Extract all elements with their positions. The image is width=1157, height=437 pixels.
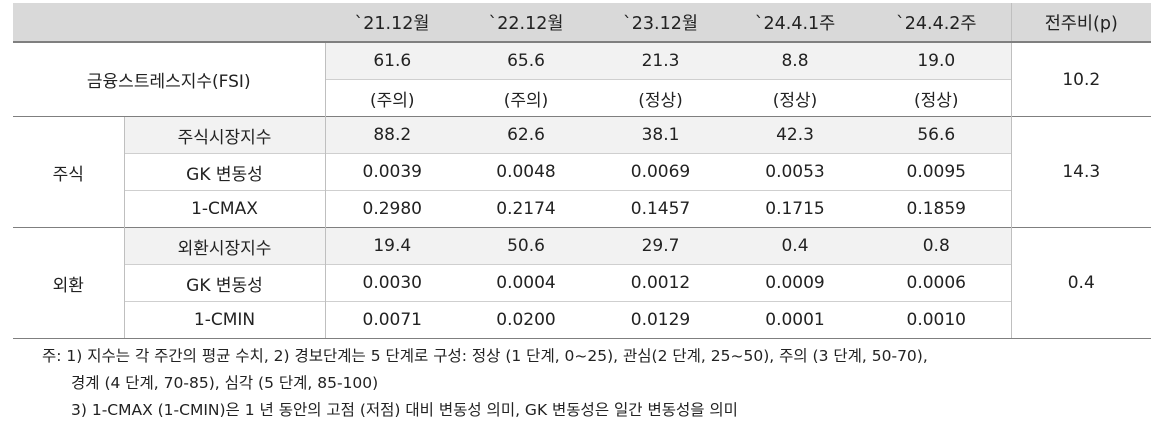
cell: 0.1859 (862, 190, 1011, 228)
cell: 0.0030 (324, 264, 459, 302)
cell: 0.0004 (459, 264, 593, 302)
fsi-status: (주의) (324, 79, 459, 117)
fsi-status: (정상) (862, 79, 1011, 117)
cell: 50.6 (459, 227, 593, 265)
col-header: `24.4.2주 (862, 3, 1011, 43)
col-header: `21.12월 (325, 3, 459, 43)
cell: 0.0001 (728, 301, 862, 339)
cell: 42.3 (728, 116, 862, 154)
cell: 0.8 (862, 227, 1011, 265)
fsi-status: (정상) (593, 79, 728, 117)
col-header: `23.12월 (593, 3, 728, 43)
fsi-status-row: (주의) (주의) (정상) (정상) (정상) (13, 79, 1151, 117)
cell: 0.0012 (593, 264, 728, 302)
cell: 0.0129 (593, 301, 728, 339)
stock-group-label: 주식 (13, 116, 124, 228)
fx-cmin-row: 1-CMIN 0.0071 0.0200 0.0129 0.0001 0.001… (13, 301, 1151, 339)
row-label: GK 변동성 (123, 153, 325, 191)
fsi-value: 21.3 (593, 42, 728, 80)
header-row: `21.12월 `22.12월 `23.12월 `24.4.1주 `24.4.2… (13, 3, 1151, 43)
cell: 0.2980 (324, 190, 459, 228)
cell: 0.0048 (459, 153, 593, 191)
footnote-line: 3) 1-CMAX (1-CMIN)은 1 년 동안의 고점 (저점) 대비 변… (71, 401, 738, 419)
cell: 0.0039 (324, 153, 459, 191)
cell: 0.1457 (593, 190, 728, 228)
fx-group-label: 외환 (13, 227, 124, 339)
fsi-value: 65.6 (459, 42, 593, 80)
stock-gk-row: GK 변동성 0.0039 0.0048 0.0069 0.0053 0.009… (13, 153, 1151, 191)
cell: 0.0006 (862, 264, 1011, 302)
cell: 0.0200 (459, 301, 593, 339)
fsi-table: `21.12월 `22.12월 `23.12월 `24.4.1주 `24.4.2… (13, 3, 1151, 339)
col-header: `22.12월 (459, 3, 593, 43)
row-label: 외환시장지수 (123, 227, 325, 265)
cell: 0.0009 (728, 264, 862, 302)
footnote-line: 경계 (4 단계, 70-85), 심각 (5 단계, 85-100) (71, 374, 379, 392)
cell: 62.6 (459, 116, 593, 154)
cell: 56.6 (862, 116, 1011, 154)
stock-change: 14.3 (1010, 116, 1151, 228)
cell: 0.0071 (324, 301, 459, 339)
cell: 38.1 (593, 116, 728, 154)
row-label: 주식시장지수 (123, 116, 325, 154)
row-label: 1-CMIN (123, 301, 325, 339)
fx-change: 0.4 (1010, 227, 1151, 339)
cell: 0.0053 (728, 153, 862, 191)
row-label: 1-CMAX (123, 190, 325, 228)
cell: 0.0010 (862, 301, 1011, 339)
footnote-line: 주: 1) 지수는 각 주간의 평균 수치, 2) 경보단계는 5 단계로 구성… (42, 347, 928, 365)
cell: 0.1715 (728, 190, 862, 228)
fsi-values-row: 금융스트레스지수(FSI) 61.6 65.6 21.3 8.8 19.0 10… (13, 42, 1151, 117)
fsi-status: (정상) (728, 79, 862, 117)
header-blank (13, 3, 325, 43)
cell: 0.2174 (459, 190, 593, 228)
fsi-change: 10.2 (1010, 42, 1151, 117)
col-header: `24.4.1주 (728, 3, 862, 43)
fsi-value: 8.8 (728, 42, 862, 80)
cell: 0.0095 (862, 153, 1011, 191)
cell: 0.0069 (593, 153, 728, 191)
col-header-change: 전주비(p) (1010, 3, 1151, 43)
stock-index-row: 주식 주식시장지수 88.2 62.6 38.1 42.3 56.6 14.3 (13, 116, 1151, 228)
cell: 19.4 (324, 227, 459, 265)
cell: 29.7 (593, 227, 728, 265)
fsi-value: 19.0 (862, 42, 1011, 80)
footnotes: 주: 1) 지수는 각 주간의 평균 수치, 2) 경보단계는 5 단계로 구성… (42, 343, 1142, 424)
fx-gk-row: GK 변동성 0.0030 0.0004 0.0012 0.0009 0.000… (13, 264, 1151, 302)
cell: 0.4 (728, 227, 862, 265)
cell: 88.2 (324, 116, 459, 154)
row-label: GK 변동성 (123, 264, 325, 302)
stock-cmax-row: 1-CMAX 0.2980 0.2174 0.1457 0.1715 0.185… (13, 190, 1151, 228)
fsi-value: 61.6 (324, 42, 459, 80)
fsi-label: 금융스트레스지수(FSI) (86, 72, 251, 92)
fsi-status: (주의) (459, 79, 593, 117)
fx-index-row: 외환 외환시장지수 19.4 50.6 29.7 0.4 0.8 0.4 (13, 227, 1151, 339)
